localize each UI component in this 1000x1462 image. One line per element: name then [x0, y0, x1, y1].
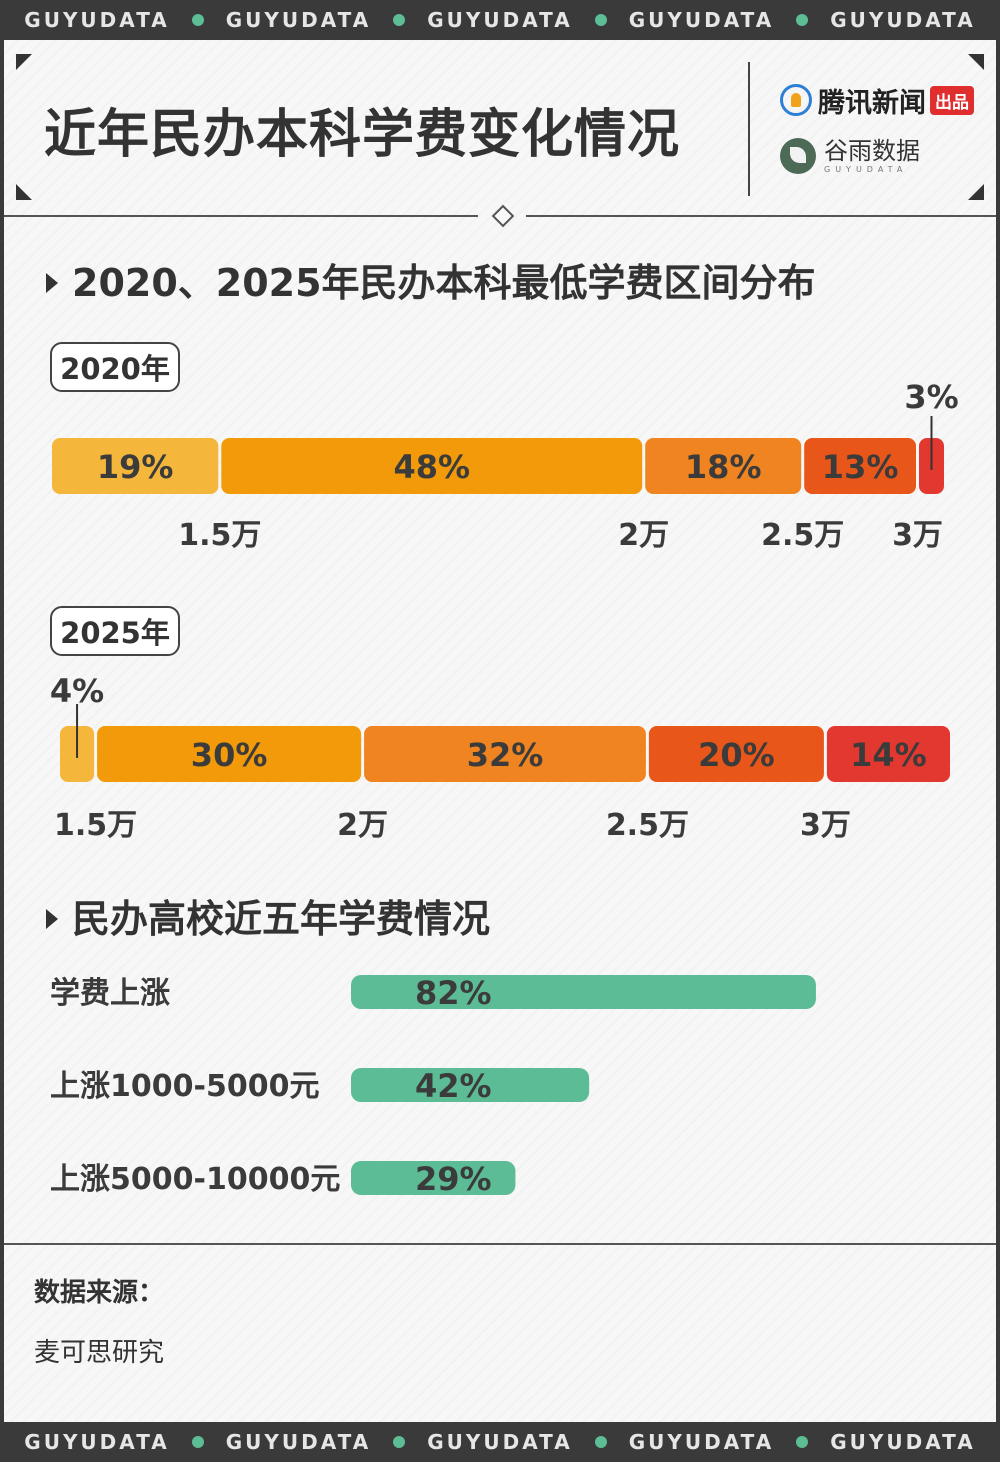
- stack-segment-1-2: [364, 726, 646, 782]
- strip-text: GUYUDATA: [830, 8, 976, 32]
- segment-label: 14%: [850, 736, 927, 774]
- boundary-tick-label: 3万: [800, 808, 851, 843]
- segment-label: 19%: [97, 448, 174, 486]
- progress-bar-1: [351, 1068, 590, 1102]
- corner-mark: [968, 184, 984, 200]
- bar-value-label: 82%: [415, 974, 492, 1012]
- logo-subtext: GUYUDATA: [824, 164, 908, 174]
- stack-segment-0-1: [221, 438, 643, 494]
- stack-segment-0-2: [645, 438, 802, 494]
- charts-canvas: 19% 48% 18% 13%3% 1.5万 2万 2.5万 3万 4% 30% 32% 20% 14%…: [50, 378, 959, 1198]
- header-separator: [4, 215, 478, 217]
- header-divider: [748, 62, 750, 196]
- stack-segment-1-3: [648, 726, 824, 782]
- page-title: 近年民办本科学费变化情况: [44, 105, 681, 165]
- triangle-bullet-icon: [46, 908, 58, 929]
- dot-icon: [796, 14, 809, 26]
- progress-bar-0: [351, 975, 816, 1009]
- dot-icon: [191, 14, 204, 26]
- source-label: 数据来源：: [34, 1278, 165, 1308]
- segment-label: 32%: [467, 736, 544, 774]
- segment-label: 20%: [698, 736, 775, 774]
- dot-icon: [393, 14, 406, 26]
- strip-text: GUYUDATA: [225, 8, 372, 32]
- segment-label: 13%: [822, 448, 899, 486]
- stack-segment-1-1: [97, 726, 362, 782]
- strip-text: GUYUDATA: [628, 8, 775, 32]
- boundary-tick-label: 3万: [892, 518, 943, 553]
- tencent-news-logo: 腾讯新闻 出品: [780, 80, 974, 120]
- brand-strip-top: GUYUDATA GUYUDATA GUYUDATA GUYUDATA GUYU…: [0, 0, 1000, 40]
- dot-icon: [796, 1436, 809, 1448]
- dot-icon: [393, 1436, 406, 1448]
- source-separator: [4, 1243, 996, 1245]
- segment-label-small: 3%: [904, 378, 958, 416]
- strip-text: GUYUDATA: [24, 8, 170, 32]
- dot-icon: [594, 1436, 607, 1448]
- stack-segment-1-4: [826, 726, 950, 782]
- category-label: 学费上涨: [50, 976, 170, 1011]
- section-title-tuition-change: 民办高校近五年学费情况: [46, 888, 490, 943]
- logo-text: 腾讯新闻: [818, 87, 926, 119]
- logo-badge: 出品: [930, 85, 974, 115]
- corner-mark: [16, 54, 32, 70]
- boundary-tick-label: 2.5万: [761, 518, 844, 553]
- boundary-tick-label: 2万: [618, 518, 669, 553]
- bird-icon: [780, 138, 816, 174]
- source-text: 麦可思研究: [34, 1338, 165, 1368]
- header: 近年民办本科学费变化情况 腾讯新闻 出品 谷雨数据 GUYUDATA: [4, 40, 996, 216]
- boundary-tick-label: 2.5万: [606, 808, 689, 843]
- year-label-2020: 2020年: [50, 342, 180, 392]
- bar-value-label: 42%: [415, 1067, 492, 1105]
- segment-label-small: 4%: [50, 672, 104, 710]
- stack-segment-0-0: [52, 438, 219, 494]
- segment-label: 18%: [685, 448, 762, 486]
- boundary-tick-label: 2万: [337, 808, 388, 843]
- boundary-tick-label: 1.5万: [178, 518, 261, 553]
- category-label: 上涨5000-10000元: [50, 1162, 340, 1197]
- brand-strip-bottom: GUYUDATA GUYUDATA GUYUDATA GUYUDATA GUYU…: [0, 1422, 1000, 1462]
- strip-text: GUYUDATA: [830, 1430, 976, 1454]
- guyu-data-logo: 谷雨数据 GUYUDATA: [780, 136, 920, 176]
- corner-mark: [968, 54, 984, 70]
- bar-value-label: 29%: [415, 1160, 492, 1198]
- strip-text: GUYUDATA: [628, 1430, 775, 1454]
- header-separator: [526, 215, 996, 217]
- segment-label: 48%: [393, 448, 470, 486]
- logo-text: 谷雨数据: [824, 136, 920, 165]
- corner-mark: [16, 184, 32, 200]
- category-label: 上涨1000-5000元: [50, 1069, 319, 1104]
- section-title-distribution: 2020、2025年民办本科最低学费区间分布: [46, 252, 816, 307]
- strip-text: GUYUDATA: [427, 1430, 573, 1454]
- strip-text: GUYUDATA: [427, 8, 573, 32]
- boundary-tick-label: 1.5万: [54, 808, 137, 843]
- dot-icon: [594, 14, 607, 26]
- segment-label: 30%: [191, 736, 268, 774]
- strip-text: GUYUDATA: [24, 1430, 170, 1454]
- stack-segment-0-3: [804, 438, 917, 494]
- year-label-2025: 2025年: [50, 606, 180, 656]
- progress-bar-2: [351, 1161, 516, 1195]
- dot-icon: [191, 1436, 204, 1448]
- strip-text: GUYUDATA: [225, 1430, 372, 1454]
- infographic-card: 近年民办本科学费变化情况 腾讯新闻 出品 谷雨数据 GUYUDATA 2020、…: [4, 40, 996, 1422]
- tencent-news-icon: [780, 84, 812, 116]
- triangle-bullet-icon: [46, 272, 58, 293]
